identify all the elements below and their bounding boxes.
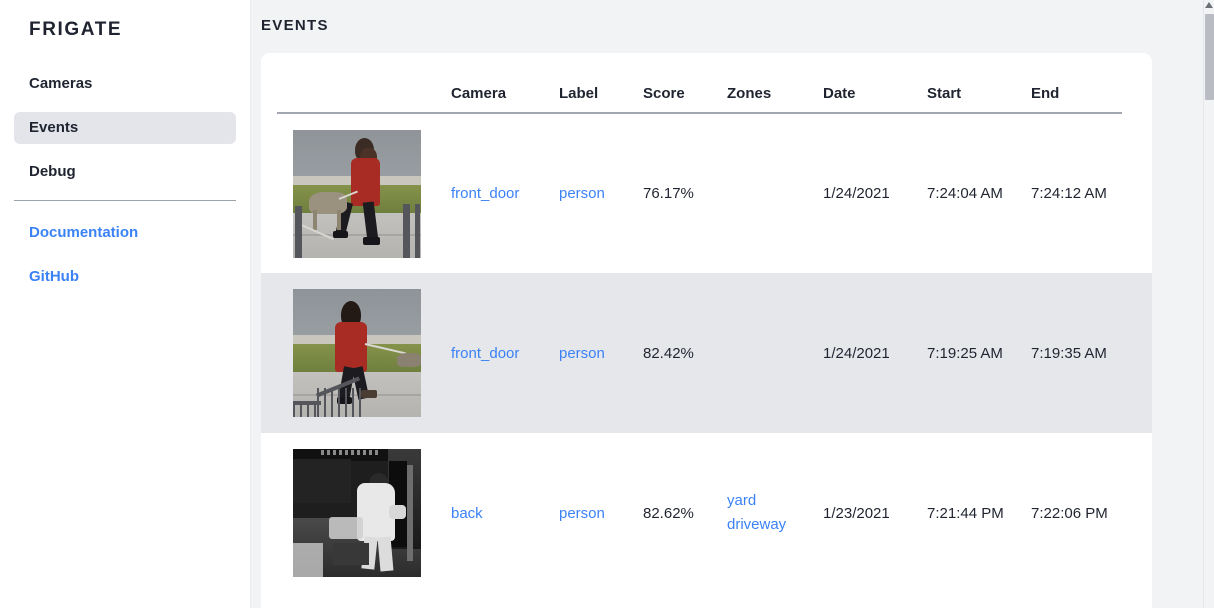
event-thumbnail-cell[interactable] bbox=[277, 433, 451, 593]
event-camera-cell[interactable]: back bbox=[451, 433, 559, 593]
thumb-dog bbox=[397, 353, 421, 367]
event-thumbnail[interactable] bbox=[293, 129, 421, 258]
column-header-camera[interactable]: Camera bbox=[451, 53, 559, 114]
sidebar: FRIGATE Cameras Events Debug Documentati… bbox=[0, 0, 251, 608]
page-title: EVENTS bbox=[261, 17, 329, 34]
event-label-link[interactable]: person bbox=[559, 344, 605, 362]
thumb-dog-leg-2 bbox=[337, 209, 341, 230]
sidebar-item-events[interactable]: Events bbox=[14, 112, 236, 144]
thumb-person-shoe-2 bbox=[363, 236, 380, 245]
event-end-cell: 7:19:35 AM bbox=[1031, 344, 1107, 362]
page-scrollbar[interactable] bbox=[1203, 0, 1214, 608]
column-header-date[interactable]: Date bbox=[823, 53, 927, 114]
thumb-person-shoe bbox=[333, 230, 348, 238]
sidebar-links: Documentation GitHub bbox=[0, 220, 250, 290]
event-label-cell[interactable]: person bbox=[559, 273, 643, 433]
thumb-person-shoe-2 bbox=[361, 390, 377, 398]
event-start-cell: 7:21:44 PM bbox=[927, 504, 1004, 522]
event-start-cell: 7:19:25 AM bbox=[927, 344, 1003, 362]
event-label-cell[interactable]: person bbox=[559, 433, 643, 593]
column-header-label[interactable]: Label bbox=[559, 53, 643, 114]
event-zone-link[interactable]: yard bbox=[727, 492, 757, 509]
thumb-fence-bars-2 bbox=[293, 403, 319, 417]
event-zones-cell bbox=[727, 113, 823, 273]
sidebar-item-debug[interactable]: Debug bbox=[29, 163, 76, 180]
column-header-zones[interactable]: Zones bbox=[727, 53, 823, 114]
event-camera-link[interactable]: back bbox=[451, 504, 483, 522]
row-spacer-right bbox=[1122, 273, 1152, 433]
thumb-shadow-left bbox=[293, 459, 351, 503]
row-spacer-right bbox=[1122, 433, 1152, 593]
event-thumbnail-cell[interactable] bbox=[277, 113, 451, 273]
row-spacer-left bbox=[261, 433, 277, 593]
thumb-sidewalk-seam bbox=[293, 234, 421, 237]
events-table-body: front_door person 76.17% 1/24/2021 7:24:… bbox=[261, 113, 1152, 593]
event-camera-link[interactable]: front_door bbox=[451, 344, 520, 362]
row-spacer-right bbox=[1122, 113, 1152, 273]
thumb-timestamp-bar bbox=[293, 449, 421, 461]
event-date-cell: 1/23/2021 bbox=[823, 504, 890, 522]
brand-title: FRIGATE bbox=[29, 19, 123, 40]
event-camera-cell[interactable]: front_door bbox=[451, 273, 559, 433]
events-table-head: Camera Label Score Zones Date Start End bbox=[261, 53, 1152, 114]
thumb-fence-bars bbox=[317, 388, 361, 417]
table-row[interactable]: back person 82.62% yard driveway 1/23/20… bbox=[261, 433, 1152, 593]
event-label-link[interactable]: person bbox=[559, 504, 605, 522]
thumb-post bbox=[407, 465, 413, 561]
event-label-link[interactable]: person bbox=[559, 185, 605, 202]
table-header-row: Camera Label Score Zones Date Start End bbox=[261, 53, 1152, 114]
event-zones-cell bbox=[727, 273, 823, 433]
thumb-dog-leg bbox=[313, 209, 317, 230]
event-thumbnail[interactable] bbox=[293, 449, 421, 577]
thumb-dark-object bbox=[333, 543, 369, 565]
event-date-cell: 1/24/2021 bbox=[823, 185, 890, 202]
row-spacer-left bbox=[261, 113, 277, 273]
thumb-dog bbox=[309, 191, 347, 214]
event-zone-link-2[interactable]: driveway bbox=[727, 516, 787, 533]
row-spacer-left bbox=[261, 273, 277, 433]
sidebar-item-cameras[interactable]: Cameras bbox=[29, 75, 93, 92]
event-label-cell[interactable]: person bbox=[559, 113, 643, 273]
sidebar-divider bbox=[14, 200, 236, 201]
thumb-fence-post-right-2 bbox=[415, 203, 420, 258]
header-spacer-left bbox=[261, 53, 277, 113]
event-zones-cell[interactable]: yard driveway bbox=[727, 433, 823, 593]
thumb-person-arm bbox=[389, 505, 406, 519]
event-camera-cell[interactable]: front_door bbox=[451, 113, 559, 273]
event-end-cell: 7:22:06 PM bbox=[1031, 504, 1108, 522]
column-header-start[interactable]: Start bbox=[927, 53, 1031, 114]
event-date-cell: 1/24/2021 bbox=[823, 344, 890, 362]
event-thumbnail-cell[interactable] bbox=[277, 273, 451, 433]
column-header-thumbnail[interactable] bbox=[277, 53, 451, 114]
event-start-cell: 7:24:04 AM bbox=[927, 185, 1003, 202]
thumb-timestamp-text bbox=[321, 450, 381, 455]
scrollbar-thumb[interactable] bbox=[1205, 14, 1214, 100]
thumb-bag bbox=[329, 517, 363, 539]
event-score-cell: 76.17% bbox=[643, 185, 694, 202]
thumb-person-body bbox=[357, 483, 395, 541]
sidebar-nav: Cameras Events Debug bbox=[0, 68, 250, 188]
column-header-score[interactable]: Score bbox=[643, 53, 727, 114]
triangle-up-icon[interactable] bbox=[1205, 2, 1213, 8]
table-row[interactable]: front_door person 82.42% 1/24/2021 7:19:… bbox=[261, 273, 1152, 433]
thumb-person-coat bbox=[351, 157, 380, 206]
thumb-fence-post-right bbox=[403, 203, 410, 258]
event-camera-link[interactable]: front_door bbox=[451, 185, 520, 202]
sidebar-link-github[interactable]: GitHub bbox=[29, 268, 79, 285]
event-thumbnail[interactable] bbox=[293, 289, 421, 417]
thumb-person-coat bbox=[335, 322, 367, 372]
thumb-fence-post-left bbox=[295, 205, 302, 258]
column-header-end[interactable]: End bbox=[1031, 53, 1122, 114]
event-score-cell: 82.42% bbox=[643, 344, 694, 362]
event-score-cell: 82.62% bbox=[643, 504, 694, 522]
sidebar-link-documentation[interactable]: Documentation bbox=[29, 224, 139, 241]
events-card: Camera Label Score Zones Date Start End bbox=[261, 53, 1152, 608]
header-spacer-right bbox=[1122, 53, 1152, 113]
events-table: Camera Label Score Zones Date Start End bbox=[261, 53, 1152, 593]
table-row[interactable]: front_door person 76.17% 1/24/2021 7:24:… bbox=[261, 113, 1152, 273]
event-end-cell: 7:24:12 AM bbox=[1031, 185, 1107, 202]
main-content: EVENTS Camera Label Score Zones bbox=[251, 0, 1214, 608]
thumb-bright-corner bbox=[293, 543, 323, 577]
